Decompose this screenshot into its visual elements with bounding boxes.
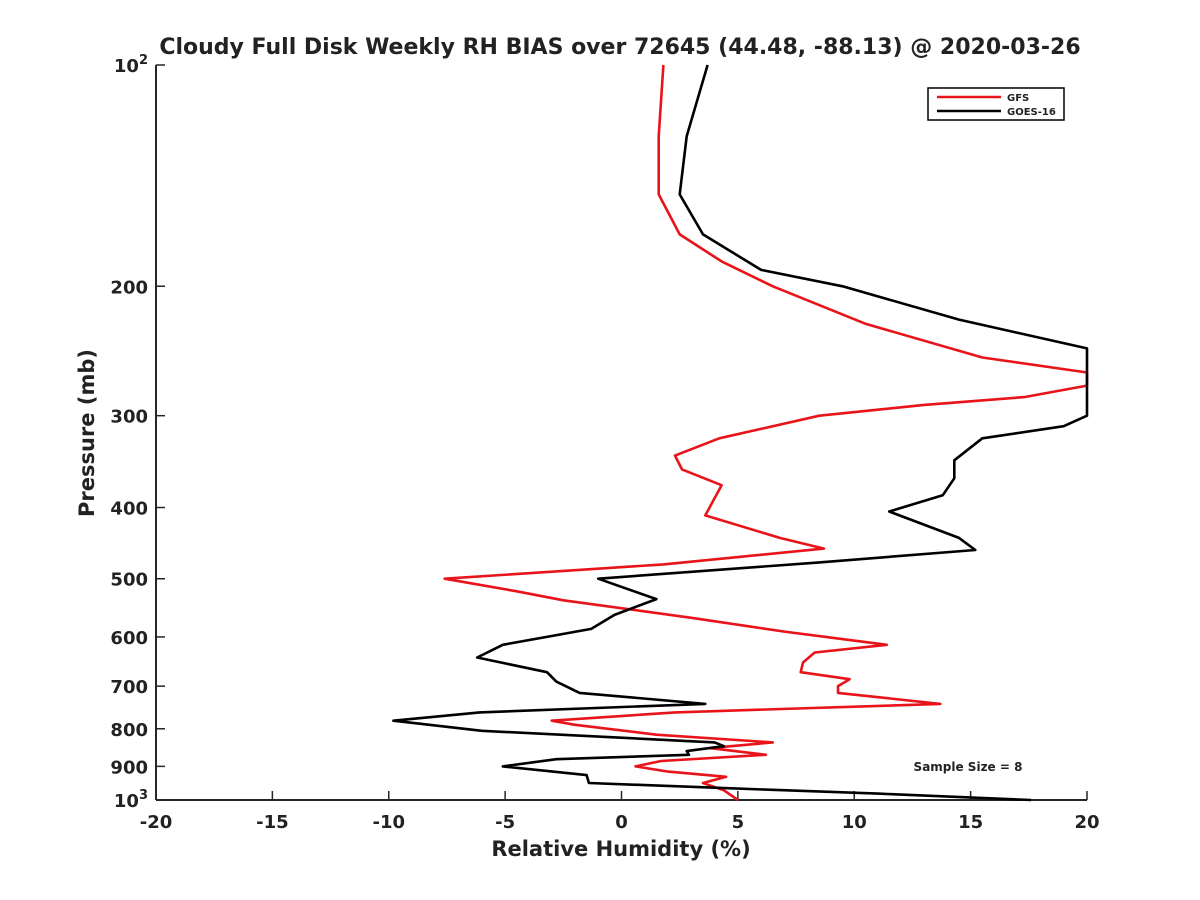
y-axis-label: Pressure (mb) xyxy=(75,349,99,517)
y-tick-label: 800 xyxy=(110,720,148,741)
y-tick-label: 200 xyxy=(110,277,148,298)
sample-size-annotation: Sample Size = 8 xyxy=(914,760,1023,774)
x-tick-label: -15 xyxy=(256,812,289,833)
x-axis-label: Relative Humidity (%) xyxy=(491,837,750,861)
chart-title: Cloudy Full Disk Weekly RH BIAS over 726… xyxy=(159,35,1080,60)
x-tick-label: 20 xyxy=(1074,812,1099,833)
plot-area: -20 -15 -10 -5 0 5 10 15 20 10220030040050060070… xyxy=(110,53,1099,833)
legend: GFS GOES-16 xyxy=(927,87,1065,121)
y-tick-label: 400 xyxy=(110,499,148,520)
y-tick-base: 10 xyxy=(114,791,139,812)
x-tick-label: -10 xyxy=(372,812,405,833)
y-tick-exponent: 3 xyxy=(139,788,148,803)
y-tick-label: 700 xyxy=(110,677,148,698)
y-tick-label: 103 xyxy=(114,788,148,812)
y-tick-label: 900 xyxy=(110,757,148,778)
x-tick-label: 0 xyxy=(615,812,628,833)
y-tick-label: 300 xyxy=(110,407,148,428)
y-tick-label: 500 xyxy=(110,570,148,591)
y-tick-label: 102 xyxy=(114,53,148,77)
x-tick-label: -20 xyxy=(140,812,173,833)
y-tick-label: 600 xyxy=(110,628,148,649)
y-tick-exponent: 2 xyxy=(139,53,148,68)
legend-box xyxy=(927,87,1065,121)
x-ticks: -20 -15 -10 -5 0 5 10 15 20 xyxy=(140,791,1100,833)
x-tick-label: 10 xyxy=(842,812,867,833)
x-tick-label: -5 xyxy=(495,812,515,833)
y-tick-base: 10 xyxy=(114,56,139,77)
series-lines xyxy=(392,64,1089,802)
x-tick-label: 15 xyxy=(958,812,983,833)
x-tick-label: 5 xyxy=(732,812,745,833)
series-line-goes-16 xyxy=(392,64,1089,802)
legend-label: GOES-16 xyxy=(1007,107,1056,118)
legend-label: GFS xyxy=(1007,93,1029,104)
